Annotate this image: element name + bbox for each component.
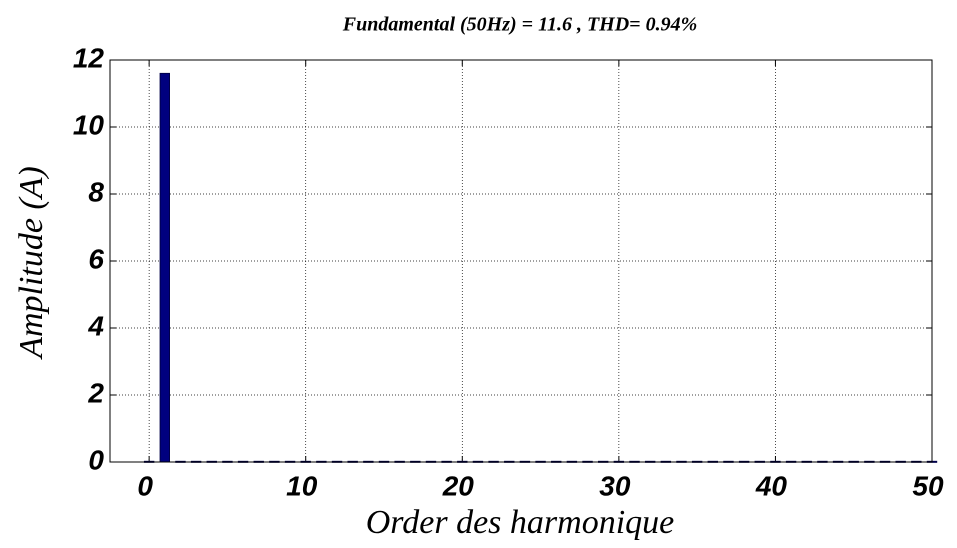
- y-tick-label: 10: [73, 109, 105, 140]
- x-axis-label: Order des harmonique: [366, 504, 675, 541]
- chart-title: Fundamental (50Hz) = 11.6 , THD= 0.94%: [342, 14, 697, 36]
- x-tick-label: 50: [912, 470, 944, 501]
- y-axis-label: Amplitude (A): [13, 166, 50, 360]
- x-tick-label: 10: [286, 470, 318, 501]
- y-tick-label: 4: [87, 310, 104, 341]
- bar: [159, 72, 170, 463]
- y-tick-label: 2: [87, 377, 104, 408]
- y-tick-label: 12: [73, 42, 105, 73]
- x-tick-label: 30: [599, 470, 631, 501]
- plot-frame: [109, 59, 933, 463]
- y-tick-label: 8: [88, 176, 104, 207]
- x-tick-label: 0: [137, 470, 153, 501]
- x-tick-label: 40: [755, 470, 788, 501]
- y-tick-label: 0: [88, 444, 104, 475]
- x-tick-label: 20: [442, 470, 475, 501]
- y-tick-label: 6: [88, 243, 104, 274]
